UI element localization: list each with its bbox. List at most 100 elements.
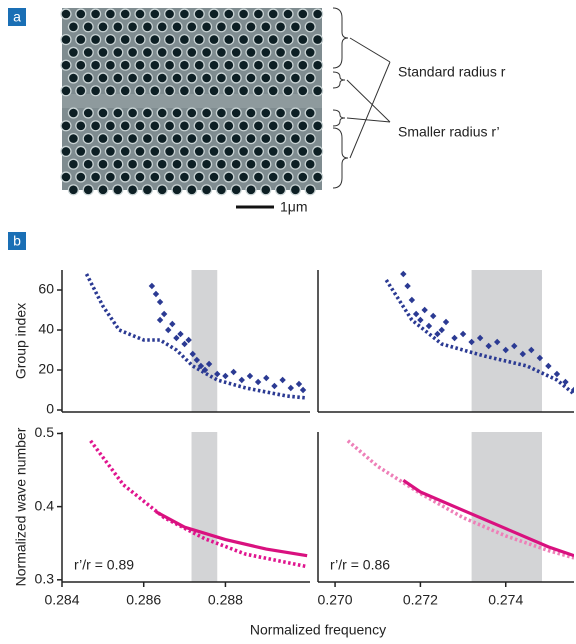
hole: [120, 147, 130, 156]
hole: [76, 35, 86, 44]
hole: [157, 48, 167, 57]
hole: [291, 185, 300, 195]
hole: [239, 60, 248, 70]
hole: [98, 185, 108, 195]
hole: [313, 172, 322, 182]
hole: [246, 73, 256, 83]
series-line: [384, 279, 574, 396]
hole: [172, 73, 182, 83]
data-point: [193, 356, 201, 364]
hole: [113, 22, 123, 32]
data-point: [442, 318, 450, 326]
hole: [261, 48, 271, 57]
hole: [283, 9, 293, 19]
hole: [98, 73, 108, 83]
hole: [231, 185, 241, 195]
hole: [106, 121, 115, 131]
data-point: [197, 362, 205, 370]
hole: [157, 22, 167, 32]
hole: [91, 35, 100, 44]
hole: [135, 9, 145, 19]
hole: [268, 9, 278, 19]
hole: [76, 147, 86, 156]
hole: [91, 172, 100, 182]
hole: [157, 159, 167, 169]
hole: [298, 147, 308, 156]
hole: [224, 172, 234, 182]
hole: [268, 60, 278, 70]
hole: [217, 159, 226, 169]
hole: [120, 35, 130, 44]
hole: [128, 73, 137, 83]
data-point: [451, 334, 458, 342]
hole: [69, 185, 78, 195]
hole: [143, 108, 152, 118]
hole: [239, 86, 248, 96]
hole: [157, 108, 167, 118]
data-point: [299, 386, 307, 394]
hole: [165, 147, 174, 156]
hole: [128, 185, 137, 195]
hole: [283, 86, 293, 96]
data-point: [476, 334, 484, 342]
hole: [61, 60, 71, 70]
hole: [150, 147, 160, 156]
hole: [298, 121, 308, 131]
hole: [261, 73, 271, 83]
hole: [180, 121, 189, 131]
hole: [298, 35, 308, 44]
data-point: [205, 360, 213, 368]
hole: [313, 147, 322, 156]
hole: [91, 60, 100, 70]
hole: [254, 60, 263, 70]
hole: [61, 172, 71, 182]
hole: [246, 108, 256, 118]
hole: [276, 73, 285, 83]
hole: [305, 108, 315, 118]
hole: [313, 35, 322, 44]
plot-area: [384, 270, 574, 396]
annotation: Standard radius r: [398, 64, 506, 80]
series-line: [155, 510, 308, 558]
hole: [283, 172, 293, 182]
hole: [83, 48, 93, 57]
hole: [202, 159, 211, 169]
data-point: [165, 326, 172, 334]
hole: [69, 48, 78, 57]
x-tick-label: 0.272: [403, 592, 438, 608]
panel-label: a: [13, 9, 21, 25]
hole: [313, 60, 322, 70]
x-tick-label: 0.286: [126, 592, 161, 608]
hole: [187, 48, 197, 57]
y-tick-label: 0.5: [35, 424, 55, 440]
hole: [150, 35, 160, 44]
hole: [165, 121, 174, 131]
hole: [209, 147, 219, 156]
hole: [83, 159, 93, 169]
hole: [217, 73, 226, 83]
hole: [231, 159, 241, 169]
hole: [291, 108, 300, 118]
hole: [261, 134, 271, 143]
hole: [113, 73, 123, 83]
hole: [135, 60, 145, 70]
hole: [254, 172, 263, 182]
hole: [231, 73, 241, 83]
hole: [209, 60, 219, 70]
hole: [172, 108, 182, 118]
hole: [69, 159, 78, 169]
hole: [76, 9, 86, 19]
data-point: [287, 384, 294, 392]
hole: [209, 86, 219, 96]
hole: [61, 86, 71, 96]
hole: [106, 86, 115, 96]
hole: [172, 134, 182, 143]
hole: [113, 48, 123, 57]
hole: [187, 159, 197, 169]
hole: [157, 73, 167, 83]
hole: [283, 147, 293, 156]
y-axis-label: Group index: [13, 303, 29, 379]
panel-label-box: [8, 232, 26, 250]
shaded-band: [191, 270, 218, 412]
hole: [91, 121, 100, 131]
